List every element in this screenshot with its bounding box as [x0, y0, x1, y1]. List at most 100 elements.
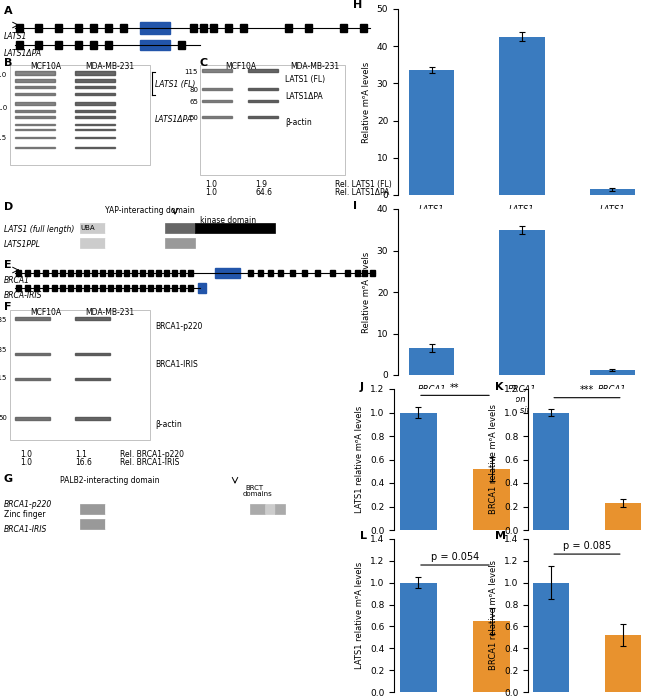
Text: p = 0.085: p = 0.085: [563, 541, 611, 551]
Text: 115: 115: [185, 69, 198, 75]
Bar: [190, 24, 197, 32]
Text: B: B: [4, 58, 12, 68]
Bar: [278, 270, 283, 276]
Bar: [148, 270, 153, 276]
X-axis label: exon 10 m⁶A site 2: exon 10 m⁶A site 2: [547, 542, 627, 551]
Text: β-actin: β-actin: [285, 118, 312, 127]
Bar: [75, 86, 115, 88]
Bar: [202, 69, 232, 72]
Bar: [15, 417, 50, 420]
Bar: [15, 93, 55, 95]
Bar: [248, 69, 278, 72]
Bar: [15, 353, 50, 355]
Bar: [90, 24, 97, 32]
Text: BRCA1-IRIS: BRCA1-IRIS: [4, 525, 47, 534]
Text: BRCT: BRCT: [245, 485, 263, 491]
Text: MCF10A: MCF10A: [30, 308, 61, 317]
Text: BRCA1-p220: BRCA1-p220: [4, 500, 52, 509]
Bar: [499, 37, 545, 195]
Bar: [25, 285, 30, 291]
Bar: [165, 238, 195, 248]
Bar: [275, 504, 285, 514]
Bar: [34, 270, 39, 276]
Bar: [15, 147, 55, 148]
Bar: [60, 270, 65, 276]
Bar: [100, 285, 105, 291]
Bar: [15, 86, 55, 88]
Bar: [60, 285, 65, 291]
Text: A: A: [4, 6, 12, 16]
Bar: [16, 270, 21, 276]
Bar: [250, 504, 265, 514]
Text: MDA-MB-231: MDA-MB-231: [290, 62, 339, 71]
Bar: [16, 285, 21, 291]
Bar: [75, 102, 115, 105]
Text: YAP-interacting domain: YAP-interacting domain: [105, 206, 195, 215]
Bar: [410, 70, 454, 195]
Bar: [15, 129, 55, 130]
Bar: [75, 41, 82, 49]
Text: 65: 65: [189, 99, 198, 105]
Bar: [124, 285, 129, 291]
Bar: [140, 270, 145, 276]
Bar: [164, 285, 169, 291]
Bar: [75, 116, 115, 118]
Bar: [75, 71, 115, 75]
Text: I: I: [354, 200, 358, 211]
Text: LATS1 (FL): LATS1 (FL): [155, 80, 196, 89]
Bar: [180, 270, 185, 276]
Bar: [105, 519, 235, 529]
Bar: [84, 285, 89, 291]
Bar: [534, 413, 569, 530]
Text: UBA: UBA: [81, 225, 96, 231]
Bar: [473, 469, 510, 530]
Bar: [140, 40, 170, 50]
Text: β-actin: β-actin: [155, 420, 182, 429]
Bar: [25, 270, 30, 276]
Bar: [202, 100, 232, 102]
Bar: [80, 519, 105, 529]
Bar: [156, 285, 161, 291]
Bar: [248, 270, 253, 276]
Bar: [200, 24, 207, 32]
Bar: [248, 116, 278, 118]
Text: L: L: [360, 531, 367, 541]
Bar: [92, 270, 97, 276]
Bar: [499, 230, 545, 375]
Bar: [75, 417, 110, 420]
Y-axis label: LATS1 relative m⁶A levels: LATS1 relative m⁶A levels: [356, 406, 365, 513]
Text: 16.6: 16.6: [75, 458, 92, 467]
Bar: [108, 285, 113, 291]
Bar: [188, 285, 193, 291]
Text: LATS1 (FL): LATS1 (FL): [285, 75, 325, 84]
Bar: [105, 24, 112, 32]
Bar: [43, 285, 48, 291]
Bar: [55, 24, 62, 32]
Bar: [132, 285, 137, 291]
Bar: [202, 88, 232, 90]
Text: D: D: [4, 202, 13, 212]
Bar: [105, 41, 112, 49]
Bar: [605, 503, 641, 530]
Text: **: **: [450, 383, 460, 393]
Text: K: K: [495, 382, 504, 392]
Text: M: M: [495, 531, 506, 541]
Text: 64.6: 64.6: [255, 188, 272, 197]
Bar: [92, 285, 97, 291]
Bar: [165, 223, 195, 233]
Bar: [590, 189, 635, 195]
Bar: [340, 24, 347, 32]
Bar: [15, 116, 55, 118]
Bar: [68, 270, 73, 276]
Text: LATS1ΔPA: LATS1ΔPA: [155, 115, 193, 124]
Bar: [225, 24, 232, 32]
Text: kinase domain: kinase domain: [200, 216, 256, 225]
Bar: [268, 270, 273, 276]
Bar: [400, 583, 437, 692]
Text: p = 0.054: p = 0.054: [431, 552, 479, 562]
Bar: [15, 137, 55, 138]
Bar: [248, 100, 278, 102]
Y-axis label: Relative m⁶A levels: Relative m⁶A levels: [362, 61, 371, 143]
Text: 1.0: 1.0: [205, 180, 217, 189]
Bar: [15, 71, 55, 75]
